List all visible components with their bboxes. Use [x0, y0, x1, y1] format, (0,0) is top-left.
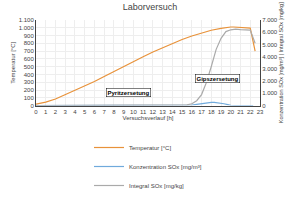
- svg-text:900: 900: [24, 33, 35, 39]
- svg-text:1: 1: [44, 109, 48, 115]
- svg-text:19: 19: [218, 109, 225, 115]
- svg-text:Versuchsverlauf [h]: Versuchsverlauf [h]: [122, 115, 173, 121]
- svg-text:0: 0: [30, 103, 34, 109]
- svg-text:15: 15: [179, 109, 186, 115]
- svg-text:4.000: 4.000: [262, 54, 278, 60]
- svg-text:1.100: 1.100: [19, 17, 35, 23]
- svg-text:23: 23: [257, 109, 264, 115]
- svg-text:13: 13: [159, 109, 166, 115]
- svg-text:Integral SOx [mg/kg]: Integral SOx [mg/kg]: [129, 183, 184, 189]
- svg-text:Konzentration SOx [mg/m³]: Konzentration SOx [mg/m³]: [129, 164, 202, 170]
- svg-text:8: 8: [112, 109, 116, 115]
- svg-text:4: 4: [73, 109, 77, 115]
- svg-text:22: 22: [247, 109, 254, 115]
- svg-text:400: 400: [24, 72, 35, 78]
- svg-text:2: 2: [54, 109, 58, 115]
- svg-text:5.000: 5.000: [262, 42, 278, 48]
- svg-text:300: 300: [24, 79, 35, 85]
- svg-text:21: 21: [237, 109, 244, 115]
- svg-text:100: 100: [24, 95, 35, 101]
- svg-text:Gipszersetung: Gipszersetung: [197, 76, 239, 82]
- svg-text:6.000: 6.000: [262, 29, 278, 35]
- svg-text:20: 20: [227, 109, 234, 115]
- svg-text:200: 200: [24, 87, 35, 93]
- svg-text:2.000: 2.000: [262, 78, 278, 84]
- svg-text:16: 16: [188, 109, 195, 115]
- svg-text:1.000: 1.000: [19, 25, 35, 31]
- svg-text:600: 600: [24, 56, 35, 62]
- svg-text:Laborversuch: Laborversuch: [123, 2, 178, 12]
- svg-text:7.000: 7.000: [262, 17, 278, 23]
- svg-text:0: 0: [34, 109, 38, 115]
- svg-text:1.000: 1.000: [262, 90, 278, 96]
- svg-text:17: 17: [198, 109, 205, 115]
- svg-text:10: 10: [130, 109, 137, 115]
- svg-text:Temperatur [°C]: Temperatur [°C]: [129, 145, 171, 151]
- svg-text:7: 7: [102, 109, 106, 115]
- svg-text:Temperatur [°C]: Temperatur [°C]: [10, 41, 16, 83]
- svg-text:11: 11: [140, 109, 147, 115]
- svg-text:9: 9: [122, 109, 126, 115]
- svg-text:Pyritzersetung: Pyritzersetung: [108, 90, 150, 96]
- svg-text:3.000: 3.000: [262, 66, 278, 72]
- svg-text:18: 18: [208, 109, 215, 115]
- svg-text:Konzentration SOx [mg/m³] | In: Konzentration SOx [mg/m³] | Integral SOx…: [278, 2, 284, 123]
- svg-text:5: 5: [83, 109, 87, 115]
- svg-text:14: 14: [169, 109, 176, 115]
- svg-text:500: 500: [24, 64, 35, 70]
- svg-text:800: 800: [24, 40, 35, 46]
- svg-text:12: 12: [150, 109, 157, 115]
- svg-text:0: 0: [262, 103, 266, 109]
- svg-text:3: 3: [64, 109, 68, 115]
- svg-text:700: 700: [24, 48, 35, 54]
- svg-text:6: 6: [93, 109, 97, 115]
